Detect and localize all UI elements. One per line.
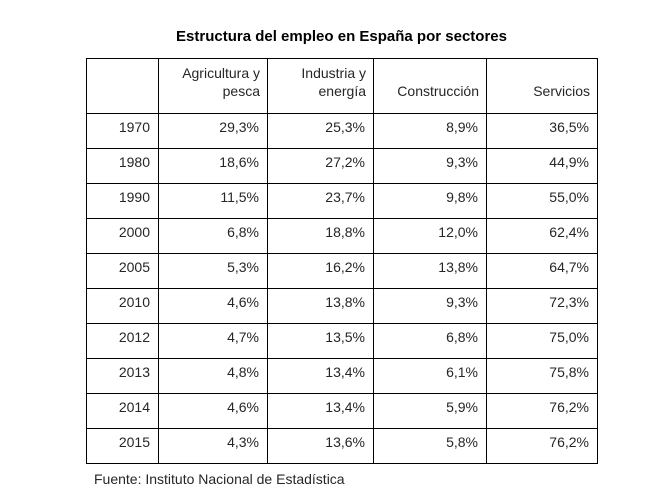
value-cell: 29,3% xyxy=(158,113,268,149)
value-cell: 72,3% xyxy=(486,288,598,324)
year-cell: 1970 xyxy=(86,113,159,149)
value-cell: 36,5% xyxy=(486,113,598,149)
value-cell: 6,8% xyxy=(373,323,487,359)
value-cell: 64,7% xyxy=(486,253,598,289)
value-cell: 62,4% xyxy=(486,218,598,254)
value-cell: 12,0% xyxy=(373,218,487,254)
value-cell: 4,8% xyxy=(158,358,268,394)
value-cell: 9,3% xyxy=(373,288,487,324)
table-row: 2013 4,8% 13,4% 6,1% 75,8% xyxy=(86,358,598,394)
header-cell-agricultura: Agricultura y pesca xyxy=(158,58,268,114)
value-cell: 75,8% xyxy=(486,358,598,394)
table-title: Estructura del empleo en España por sect… xyxy=(176,28,507,45)
table-row: 2010 4,6% 13,8% 9,3% 72,3% xyxy=(86,288,598,324)
value-cell: 44,9% xyxy=(486,148,598,184)
value-cell: 4,3% xyxy=(158,428,268,464)
year-cell: 2000 xyxy=(86,218,159,254)
value-cell: 76,2% xyxy=(486,393,598,429)
header-cell-empty xyxy=(86,58,159,114)
header-cell-construccion: Construcción xyxy=(373,58,487,114)
value-cell: 27,2% xyxy=(267,148,374,184)
year-cell: 2012 xyxy=(86,323,159,359)
value-cell: 13,8% xyxy=(267,288,374,324)
value-cell: 13,5% xyxy=(267,323,374,359)
year-cell: 2010 xyxy=(86,288,159,324)
year-cell: 2015 xyxy=(86,428,159,464)
employment-sectors-table: Agricultura y pesca Industria y energía … xyxy=(86,58,598,464)
value-cell: 25,3% xyxy=(267,113,374,149)
value-cell: 18,8% xyxy=(267,218,374,254)
value-cell: 5,3% xyxy=(158,253,268,289)
value-cell: 55,0% xyxy=(486,183,598,219)
header-cell-servicios: Servicios xyxy=(486,58,598,114)
value-cell: 13,6% xyxy=(267,428,374,464)
value-cell: 13,4% xyxy=(267,358,374,394)
year-cell: 2005 xyxy=(86,253,159,289)
table-row: 1970 29,3% 25,3% 8,9% 36,5% xyxy=(86,113,598,149)
value-cell: 5,9% xyxy=(373,393,487,429)
year-cell: 1990 xyxy=(86,183,159,219)
value-cell: 5,8% xyxy=(373,428,487,464)
value-cell: 18,6% xyxy=(158,148,268,184)
value-cell: 6,1% xyxy=(373,358,487,394)
source-note: Fuente: Instituto Nacional de Estadístic… xyxy=(94,471,345,487)
year-cell: 2013 xyxy=(86,358,159,394)
value-cell: 23,7% xyxy=(267,183,374,219)
table-row: 1990 11,5% 23,7% 9,8% 55,0% xyxy=(86,183,598,219)
value-cell: 76,2% xyxy=(486,428,598,464)
value-cell: 16,2% xyxy=(267,253,374,289)
document-page: Estructura del empleo en España por sect… xyxy=(86,27,598,488)
table-row: 2014 4,6% 13,4% 5,9% 76,2% xyxy=(86,393,598,429)
table-row: 2012 4,7% 13,5% 6,8% 75,0% xyxy=(86,323,598,359)
table-row: 1980 18,6% 27,2% 9,3% 44,9% xyxy=(86,148,598,184)
value-cell: 9,3% xyxy=(373,148,487,184)
value-cell: 11,5% xyxy=(158,183,268,219)
value-cell: 6,8% xyxy=(158,218,268,254)
year-cell: 2014 xyxy=(86,393,159,429)
value-cell: 9,8% xyxy=(373,183,487,219)
table-row: 2005 5,3% 16,2% 13,8% 64,7% xyxy=(86,253,598,289)
value-cell: 75,0% xyxy=(486,323,598,359)
value-cell: 4,6% xyxy=(158,393,268,429)
value-cell: 13,4% xyxy=(267,393,374,429)
value-cell: 8,9% xyxy=(373,113,487,149)
year-cell: 1980 xyxy=(86,148,159,184)
table-row: 2015 4,3% 13,6% 5,8% 76,2% xyxy=(86,428,598,464)
value-cell: 4,6% xyxy=(158,288,268,324)
header-cell-industria: Industria y energía xyxy=(267,58,374,114)
table-row: 2000 6,8% 18,8% 12,0% 62,4% xyxy=(86,218,598,254)
value-cell: 4,7% xyxy=(158,323,268,359)
value-cell: 13,8% xyxy=(373,253,487,289)
table-header-row: Agricultura y pesca Industria y energía … xyxy=(86,58,598,114)
